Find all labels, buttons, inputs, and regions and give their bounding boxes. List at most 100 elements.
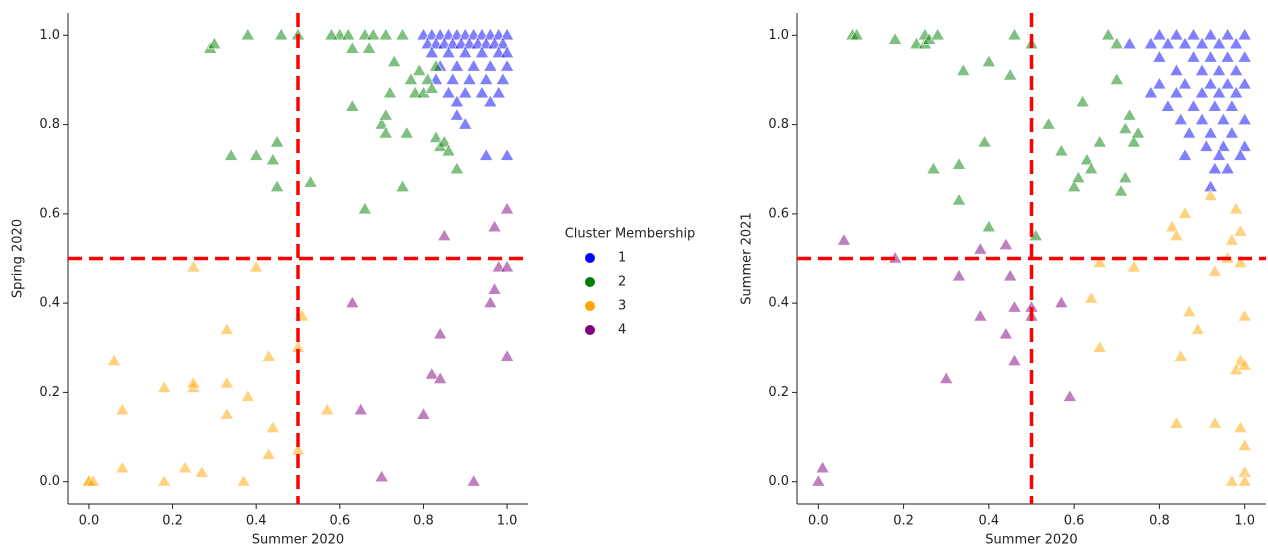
point [366, 27, 381, 41]
point [428, 130, 444, 143]
point [1211, 36, 1227, 50]
point [357, 201, 373, 215]
point [424, 81, 439, 94]
point [269, 179, 285, 192]
point [1237, 358, 1252, 371]
point [1062, 389, 1078, 402]
y-axis-label: Summer 2021 [740, 212, 755, 304]
point [811, 474, 826, 487]
point [1194, 36, 1210, 50]
y-tick-label: 0.8 [768, 117, 789, 132]
x-tick-label: 0.8 [413, 514, 434, 529]
point [1237, 308, 1252, 322]
point [466, 58, 481, 72]
point [399, 125, 414, 139]
point [973, 241, 988, 255]
point [1186, 50, 1201, 63]
point [1071, 170, 1086, 184]
point [1211, 148, 1227, 161]
point [1122, 36, 1137, 50]
legend-label: 3 [618, 299, 626, 314]
point [1233, 255, 1248, 268]
point [449, 94, 465, 108]
point [1041, 116, 1056, 130]
point [1113, 183, 1129, 197]
point [1211, 63, 1227, 76]
point [1228, 201, 1244, 215]
point [1194, 85, 1210, 99]
point [115, 460, 130, 474]
point [85, 474, 101, 487]
point [240, 389, 255, 402]
point [441, 143, 456, 157]
x-tick-label: 0.6 [329, 514, 350, 529]
point [378, 125, 393, 139]
point [1109, 36, 1124, 50]
point [1228, 36, 1244, 50]
point [1084, 161, 1099, 175]
point [1211, 85, 1227, 99]
point [374, 469, 389, 483]
y-tick-label: 0.0 [39, 474, 60, 489]
x-tick-label: 0.2 [893, 514, 914, 529]
point [395, 27, 410, 41]
point [261, 349, 276, 362]
point [458, 45, 473, 59]
legend-swatch [585, 277, 595, 287]
point [499, 349, 515, 362]
point [1130, 125, 1146, 139]
point [1220, 50, 1235, 63]
point [1207, 161, 1223, 175]
point [1237, 27, 1252, 41]
point [345, 41, 360, 54]
point [445, 72, 460, 85]
point [428, 58, 444, 72]
point [1109, 72, 1124, 85]
point [1237, 50, 1252, 63]
x-tick-label: 0.4 [246, 514, 267, 529]
point [474, 45, 490, 59]
point [341, 27, 356, 41]
point [1169, 228, 1184, 242]
point [1233, 224, 1248, 237]
point [1092, 340, 1107, 353]
point [458, 85, 473, 99]
point [320, 402, 335, 416]
y-tick-label: 1.0 [768, 28, 789, 43]
point [424, 45, 439, 59]
point [1194, 63, 1210, 76]
point [1173, 112, 1188, 125]
point [1079, 152, 1095, 166]
point [1237, 474, 1252, 487]
point [1007, 27, 1022, 41]
point [1169, 416, 1184, 429]
point [926, 161, 941, 175]
point [487, 219, 502, 233]
point [998, 326, 1014, 340]
x-axis-label: Summer 2020 [252, 533, 344, 548]
point [236, 474, 251, 487]
point [951, 192, 967, 206]
point [998, 237, 1014, 250]
point [1203, 76, 1218, 90]
point [1143, 36, 1159, 50]
point [207, 36, 222, 50]
point [265, 420, 281, 433]
point [981, 54, 997, 67]
point [1169, 27, 1184, 41]
point [1177, 148, 1193, 161]
point [1233, 148, 1248, 161]
point [462, 72, 477, 85]
point [1084, 291, 1099, 304]
point [951, 268, 967, 282]
point [1203, 50, 1218, 63]
point [1092, 134, 1107, 148]
point [815, 460, 830, 474]
point [157, 380, 172, 393]
point [157, 474, 172, 487]
point [177, 460, 193, 474]
point [981, 219, 997, 233]
point [249, 259, 264, 273]
point [1075, 94, 1090, 108]
